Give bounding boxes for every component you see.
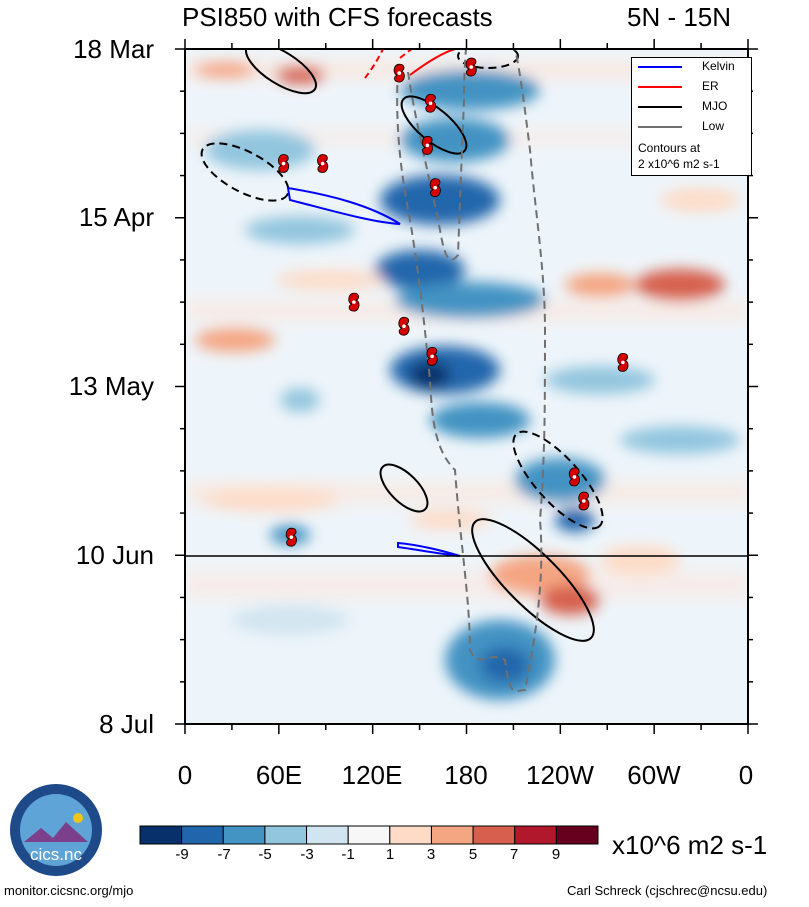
colorbar-swatch [389, 825, 432, 845]
colorbar-swatch [555, 825, 599, 845]
tropical-cyclone-symbol [317, 154, 329, 173]
mjo-contours [200, 49, 604, 642]
tropical-cyclone-symbol [277, 154, 290, 173]
colorbar-swatch [139, 825, 183, 845]
colorbar-tick-label: -5 [258, 846, 272, 863]
legend-swatch [638, 86, 682, 88]
latitude-band-label: 5N - 15N [627, 2, 732, 32]
colorbar-swatch [306, 825, 349, 845]
cyclone-eye [425, 143, 430, 148]
x-tick-label: 180 [444, 760, 488, 790]
logo-text: cics.nc [30, 845, 82, 864]
cyclone-eye [581, 499, 586, 503]
colorbar-tick-label: 3 [426, 846, 436, 863]
y-tick-label: 15 Apr [78, 202, 154, 232]
legend-entry-kelvin: Kelvin [632, 59, 751, 75]
legend-entry-mjo: MJO [632, 99, 751, 115]
colorbar-tick-label: 5 [468, 846, 478, 863]
colorbar-tick-label: 7 [509, 846, 519, 863]
y-tick-label: 8 Jul [99, 709, 154, 739]
axis-ticks [175, 39, 758, 734]
colorbar-swatch [222, 825, 266, 845]
tropical-cyclone-symbol [429, 178, 441, 198]
tropical-cyclone-symbol [424, 93, 437, 113]
x-tick-label: 120E [341, 760, 403, 790]
x-tick-label: 60W [627, 760, 681, 790]
cyclone-eye [402, 324, 406, 329]
tropical-cyclone-symbol [578, 491, 590, 511]
cyclone-eye [281, 161, 286, 166]
cyclone-eye [289, 535, 294, 539]
legend-entry-er: ER [632, 79, 751, 95]
cyclone-eye [428, 101, 433, 106]
tropical-cyclone-symbol [421, 136, 433, 155]
cicsnc-logo: cics.nc [10, 784, 102, 876]
tropical-cyclone-symbol [426, 346, 438, 366]
legend-swatch [638, 106, 682, 108]
colorbar-tick-label: 9 [551, 846, 561, 863]
tropical-cyclone-symbol [393, 63, 405, 83]
footer-credit: Carl Schreck (cjschrec@ncsu.edu) [567, 883, 768, 898]
tropical-cyclone-symbol [398, 316, 410, 336]
colorbar-swatch [181, 825, 224, 845]
legend: Kelvin ER MJO Low Contours at 2 x10^6 m2… [631, 57, 752, 176]
x-tick-label: 60E [255, 760, 303, 790]
colorbar-swatch [264, 825, 308, 845]
colorbar-swatch [514, 825, 557, 845]
cyclone-eye [621, 360, 625, 365]
tropical-cyclone-markers [277, 57, 629, 547]
y-tick-label: 10 Jun [75, 540, 154, 570]
cyclone-eye [433, 185, 438, 190]
cyclone-eye [430, 354, 434, 359]
cyclone-eye [469, 65, 473, 69]
colorbar-swatch [430, 825, 474, 845]
x-tick-label: 0 [738, 760, 754, 790]
footer-url: monitor.cicsnc.org/mjo [4, 883, 134, 898]
colorbar-swatch [472, 825, 516, 845]
low-contours [396, 49, 547, 693]
tropical-cyclone-symbol [617, 352, 629, 372]
legend-entry-low: Low [632, 119, 751, 135]
legend-label: MJO [702, 99, 728, 113]
legend-note-line2: 2 x10^6 m2 s-1 [638, 157, 720, 171]
legend-swatch [638, 126, 682, 128]
legend-label: Kelvin [702, 59, 735, 73]
cyclone-eye [572, 475, 577, 479]
colorbar-tick-label: -1 [341, 846, 355, 863]
colorbar-swatch [347, 825, 391, 845]
y-tick-label: 18 Mar [73, 34, 154, 64]
tropical-cyclone-symbol [465, 57, 477, 77]
colorbar-tick-label: -3 [300, 846, 314, 863]
colorbar-tick-label: -7 [217, 846, 231, 863]
legend-swatch [638, 66, 682, 68]
tropical-cyclone-symbol [285, 527, 297, 547]
colorbar-units: x10^6 m2 s-1 [612, 830, 768, 860]
legend-label: ER [702, 79, 719, 93]
legend-note: Contours at 2 x10^6 m2 s-1 [638, 140, 720, 172]
colorbar-tick-label: 1 [385, 846, 395, 863]
colorbar-tick-label: -9 [175, 846, 189, 863]
x-tick-label: 0 [177, 760, 193, 790]
colorbar [139, 825, 599, 845]
legend-note-line1: Contours at [638, 141, 701, 155]
x-tick-label: 120W [526, 760, 594, 790]
chart-title: PSI850 with CFS forecasts [182, 2, 493, 32]
cyclone-eye [320, 161, 325, 166]
cyclone-eye [352, 300, 356, 304]
cyclone-eye [397, 71, 402, 75]
legend-label: Low [702, 119, 725, 133]
tropical-cyclone-symbol [568, 467, 580, 487]
y-tick-label: 13 May [68, 371, 154, 401]
tropical-cyclone-symbol [348, 292, 360, 312]
